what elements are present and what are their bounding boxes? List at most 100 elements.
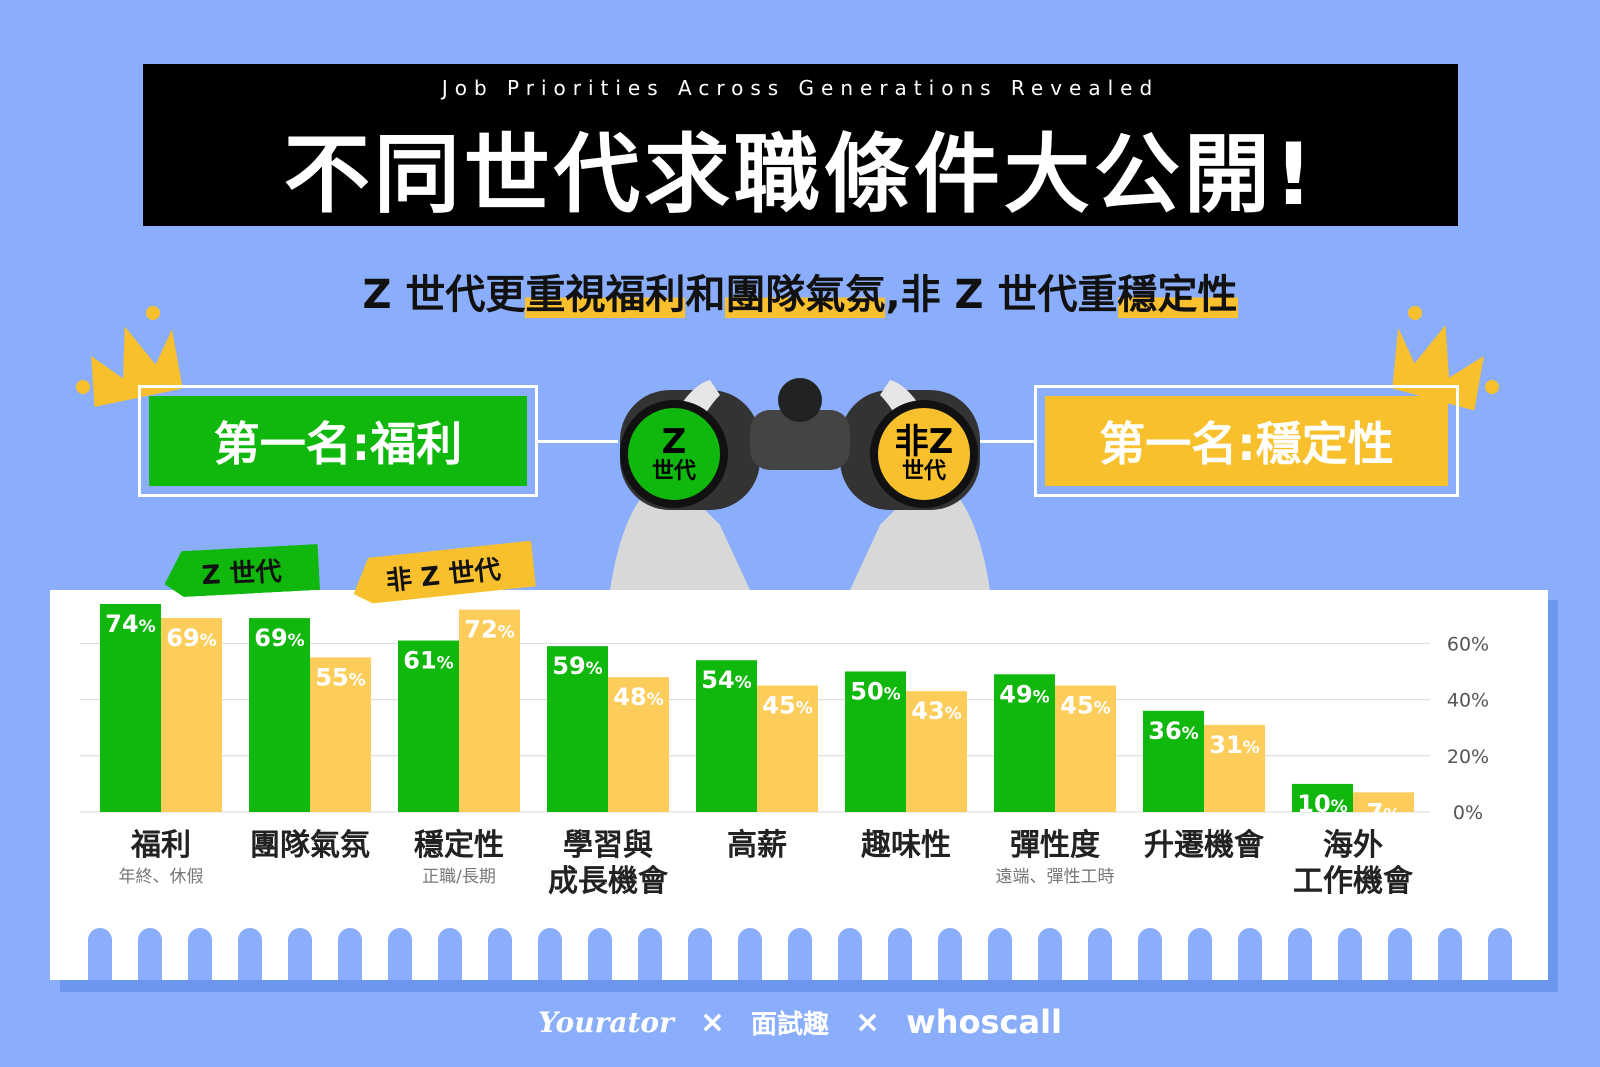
category-sublabel: 正職/長期 (422, 867, 496, 887)
paper-tear (238, 940, 262, 980)
page-title: 不同世代求職條件大公開! (283, 125, 1318, 225)
paper-tear (638, 940, 662, 980)
paper-tear (588, 940, 612, 980)
paper-tear (438, 940, 462, 980)
bar (249, 618, 310, 812)
bar (547, 646, 608, 812)
lens-nz-text: 世代 (901, 459, 946, 484)
lens-z: Z 世代 (620, 400, 728, 508)
category-label: 成長機會 (548, 864, 669, 899)
data-label: 54% (701, 666, 751, 694)
paper-tear (788, 940, 812, 980)
data-label: 69% (254, 624, 304, 652)
paper-tear (1288, 940, 1312, 980)
bar (608, 677, 669, 812)
bar (906, 691, 967, 812)
connector-left (538, 440, 618, 443)
data-label: 69% (166, 624, 216, 652)
y-tick-label: 20% (1447, 746, 1489, 768)
category-label: 升遷機會 (1144, 828, 1265, 863)
paper-tear (988, 940, 1012, 980)
category-label: 學習與 (563, 828, 653, 863)
subtitle-part-5: 穩定性 (1117, 272, 1238, 318)
times-symbol-2: × (854, 1004, 881, 1040)
category-sublabel: 年終、休假 (119, 867, 204, 887)
rank-z-label: 第一名:福利 (149, 396, 527, 486)
lens-z-text: 世代 (651, 459, 696, 484)
title-english: Job Priorities Across Generations Reveal… (441, 76, 1160, 100)
rank-nz-label: 第一名:穩定性 (1045, 396, 1448, 486)
y-tick-label: 0% (1453, 802, 1483, 824)
y-tick-label: 40% (1447, 690, 1489, 712)
bar (161, 618, 222, 812)
footer-logos: Yourator × 面試趣 × whoscall (0, 1002, 1600, 1042)
bar (459, 609, 520, 812)
subtitle-part-1: 重視福利 (525, 272, 686, 318)
data-label: 55% (315, 663, 365, 691)
paper-tear (938, 940, 962, 980)
category-label: 高薪 (727, 828, 787, 863)
connector-right (980, 440, 1034, 443)
data-label: 10% (1297, 790, 1347, 818)
subtitle-part-2: 和 (685, 272, 726, 318)
data-label: 72% (464, 616, 514, 644)
paper-tear (1488, 940, 1512, 980)
logo-yourator: Yourator (537, 1005, 674, 1039)
paper-tear (1138, 940, 1162, 980)
bar (696, 660, 757, 812)
data-label: 31% (1209, 731, 1259, 759)
paper-tear (138, 940, 162, 980)
data-label: 45% (762, 692, 812, 720)
data-label: 50% (850, 677, 900, 705)
paper-tear (88, 940, 112, 980)
category-label: 工作機會 (1293, 864, 1414, 899)
paper-tear (1038, 940, 1062, 980)
times-symbol-1: × (699, 1004, 725, 1040)
lens-nz-letter: 非Z (894, 422, 954, 462)
paper-tear (288, 940, 312, 980)
paper-tear (1438, 940, 1462, 980)
paper-tear (338, 940, 362, 980)
legend-z-tag: Z 世代 (163, 544, 320, 598)
data-label: 7% (1367, 798, 1401, 826)
paper-tear (738, 940, 762, 980)
lens-z-letter: Z (661, 422, 687, 462)
logo-whoscall: whoscall (906, 1003, 1062, 1041)
category-label: 福利 (130, 828, 191, 863)
paper-tear (1188, 940, 1212, 980)
paper-tear (388, 940, 412, 980)
data-label: 74% (105, 610, 155, 638)
rank-nz-box: 第一名:穩定性 (1034, 385, 1459, 497)
paper-tear (1388, 940, 1412, 980)
title-banner: Job Priorities Across Generations Reveal… (143, 64, 1458, 226)
data-label: 48% (613, 683, 663, 711)
paper-tear (688, 940, 712, 980)
data-label: 43% (911, 697, 961, 725)
paper-tear (1338, 940, 1362, 980)
category-label: 彈性度 (1010, 828, 1100, 863)
rank-z-box: 第一名:福利 (138, 385, 538, 497)
category-label: 穩定性 (414, 828, 504, 863)
bar (1204, 724, 1265, 812)
subtitle-part-3: 團隊氣氛 (725, 272, 886, 318)
bar (1055, 685, 1116, 812)
data-label: 45% (1060, 692, 1110, 720)
category-sublabel: 遠端、彈性工時 (996, 867, 1115, 887)
paper-tear (888, 940, 912, 980)
paper-tear (488, 940, 512, 980)
bar (398, 640, 459, 812)
category-label: 團隊氣氛 (250, 828, 370, 863)
bar (994, 674, 1055, 812)
chart-panel: 60% 40% 20% 0% 74% 69% 福利 年終、休假 69% 55% 團隊氣氛 61% 72%… (50, 590, 1548, 980)
bar (1292, 783, 1353, 812)
bar (1143, 710, 1204, 812)
bar (1353, 792, 1414, 812)
bar (310, 657, 371, 812)
bar (100, 604, 161, 812)
category-label: 海外 (1323, 828, 1383, 863)
subtitle-part-4: ,非 Z 世代重 (885, 272, 1118, 318)
crown-icon-right (1392, 306, 1499, 411)
category-label: 趣味性 (861, 828, 951, 863)
paper-tear (1238, 940, 1262, 980)
